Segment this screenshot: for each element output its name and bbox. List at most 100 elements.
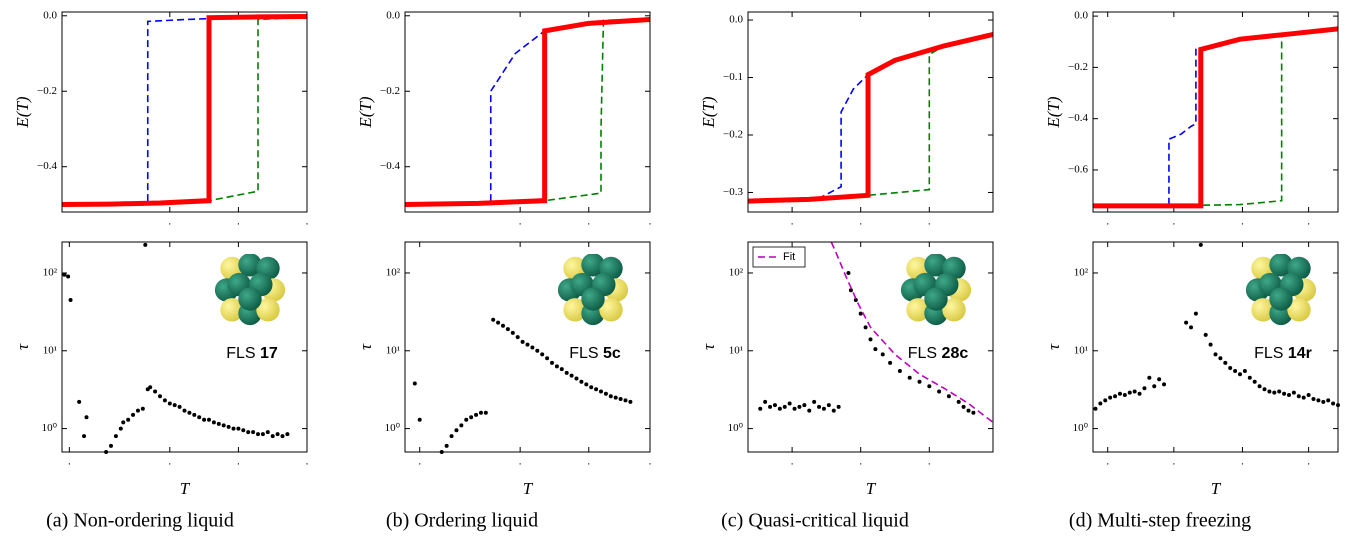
point bbox=[192, 412, 197, 417]
axes-frame bbox=[747, 241, 994, 453]
point bbox=[1152, 384, 1157, 389]
point bbox=[216, 421, 221, 426]
point bbox=[554, 364, 559, 369]
point bbox=[1291, 390, 1296, 395]
axes-frame bbox=[1092, 11, 1339, 213]
point bbox=[1223, 360, 1228, 365]
point bbox=[1262, 387, 1267, 392]
x-tick-label: . bbox=[306, 456, 309, 468]
point bbox=[956, 399, 961, 404]
panel: 0.0 −0.2 −0.4.. . E(T) bbox=[13, 9, 309, 227]
point bbox=[1132, 389, 1137, 394]
point bbox=[1331, 401, 1336, 406]
series-line bbox=[62, 16, 307, 206]
point bbox=[121, 420, 126, 425]
point bbox=[599, 389, 603, 394]
panel: 0.0 −0.2 −0.4 −0.6... . E(T) bbox=[1044, 10, 1339, 228]
y-axis-label: E(T) bbox=[356, 96, 375, 129]
y-axis-label: τ bbox=[1044, 343, 1063, 350]
y-tick-label: 10² bbox=[43, 266, 58, 278]
point bbox=[478, 410, 483, 415]
y-tick-label: 0.0 bbox=[1074, 10, 1088, 22]
point bbox=[515, 335, 520, 340]
point bbox=[579, 379, 584, 384]
y-tick-label: 10⁰ bbox=[1073, 422, 1089, 434]
point bbox=[412, 381, 417, 386]
y-tick-label: 10¹ bbox=[43, 344, 57, 356]
annotation-text: FLS bbox=[569, 345, 598, 362]
y-tick-label: 0.0 bbox=[729, 14, 743, 26]
point bbox=[1316, 398, 1321, 403]
y-axis-label: E(T) bbox=[1044, 96, 1063, 129]
point bbox=[135, 408, 140, 413]
series-line bbox=[1093, 28, 1338, 207]
point bbox=[496, 320, 501, 325]
series-line bbox=[830, 242, 993, 424]
x-tick-label: . bbox=[1106, 216, 1109, 228]
series-line bbox=[405, 18, 650, 206]
point bbox=[84, 415, 89, 420]
point bbox=[226, 424, 231, 429]
point bbox=[817, 404, 822, 409]
point bbox=[971, 410, 976, 415]
point bbox=[167, 401, 172, 406]
axes-frame bbox=[1092, 241, 1339, 453]
x-tick-label: . bbox=[859, 456, 862, 468]
point bbox=[520, 339, 525, 344]
point bbox=[1213, 352, 1218, 357]
caption: (a) Non-ordering liquid bbox=[46, 510, 234, 532]
point bbox=[82, 434, 87, 439]
x-tick-label: . bbox=[68, 456, 71, 468]
point bbox=[937, 389, 942, 394]
point bbox=[848, 288, 853, 293]
point bbox=[569, 373, 574, 378]
point bbox=[831, 408, 836, 413]
cluster-image bbox=[557, 254, 629, 326]
point bbox=[768, 404, 773, 409]
point bbox=[880, 352, 885, 357]
point bbox=[444, 443, 449, 448]
panel: 0.0 −0.2 −0.4.. . E(T) bbox=[356, 9, 652, 227]
point bbox=[1277, 389, 1282, 394]
y-axis-label: E(T) bbox=[699, 96, 718, 129]
legend-label: Fit bbox=[783, 251, 795, 263]
x-tick-label: . bbox=[1307, 456, 1310, 468]
point bbox=[545, 356, 550, 361]
y-tick-label: 0.0 bbox=[43, 9, 57, 21]
point bbox=[260, 432, 265, 437]
point bbox=[505, 327, 510, 332]
cluster-image bbox=[900, 254, 972, 326]
point bbox=[559, 367, 564, 372]
point bbox=[946, 394, 951, 399]
point bbox=[474, 412, 479, 417]
point bbox=[464, 417, 469, 422]
point bbox=[1117, 391, 1122, 396]
point bbox=[66, 274, 71, 279]
y-tick-label: 10⁰ bbox=[728, 422, 744, 434]
point bbox=[777, 406, 782, 411]
point bbox=[459, 423, 464, 428]
point bbox=[118, 426, 123, 431]
point bbox=[285, 432, 290, 437]
series-line bbox=[748, 31, 993, 204]
x-tick-label: . bbox=[237, 456, 240, 468]
annotation-text: FLS bbox=[1254, 345, 1283, 362]
x-tick-label: . bbox=[859, 216, 862, 228]
point bbox=[1093, 406, 1098, 411]
point bbox=[251, 430, 256, 435]
series-line bbox=[784, 33, 993, 201]
caption: (b) Ordering liquid bbox=[386, 510, 538, 532]
annotation-id: 14r bbox=[1288, 345, 1312, 362]
point bbox=[858, 311, 863, 316]
point bbox=[826, 403, 831, 408]
annotation: FLS 14r bbox=[1254, 345, 1312, 362]
legend-box bbox=[752, 246, 806, 268]
x-tick-label: . bbox=[587, 456, 590, 468]
y-tick-label: 10⁰ bbox=[385, 422, 401, 434]
point bbox=[1282, 391, 1287, 396]
point bbox=[1103, 398, 1108, 403]
x-axis-label: T bbox=[1211, 479, 1222, 498]
point bbox=[1098, 401, 1103, 406]
y-tick-label: −0.2 bbox=[1068, 61, 1088, 73]
